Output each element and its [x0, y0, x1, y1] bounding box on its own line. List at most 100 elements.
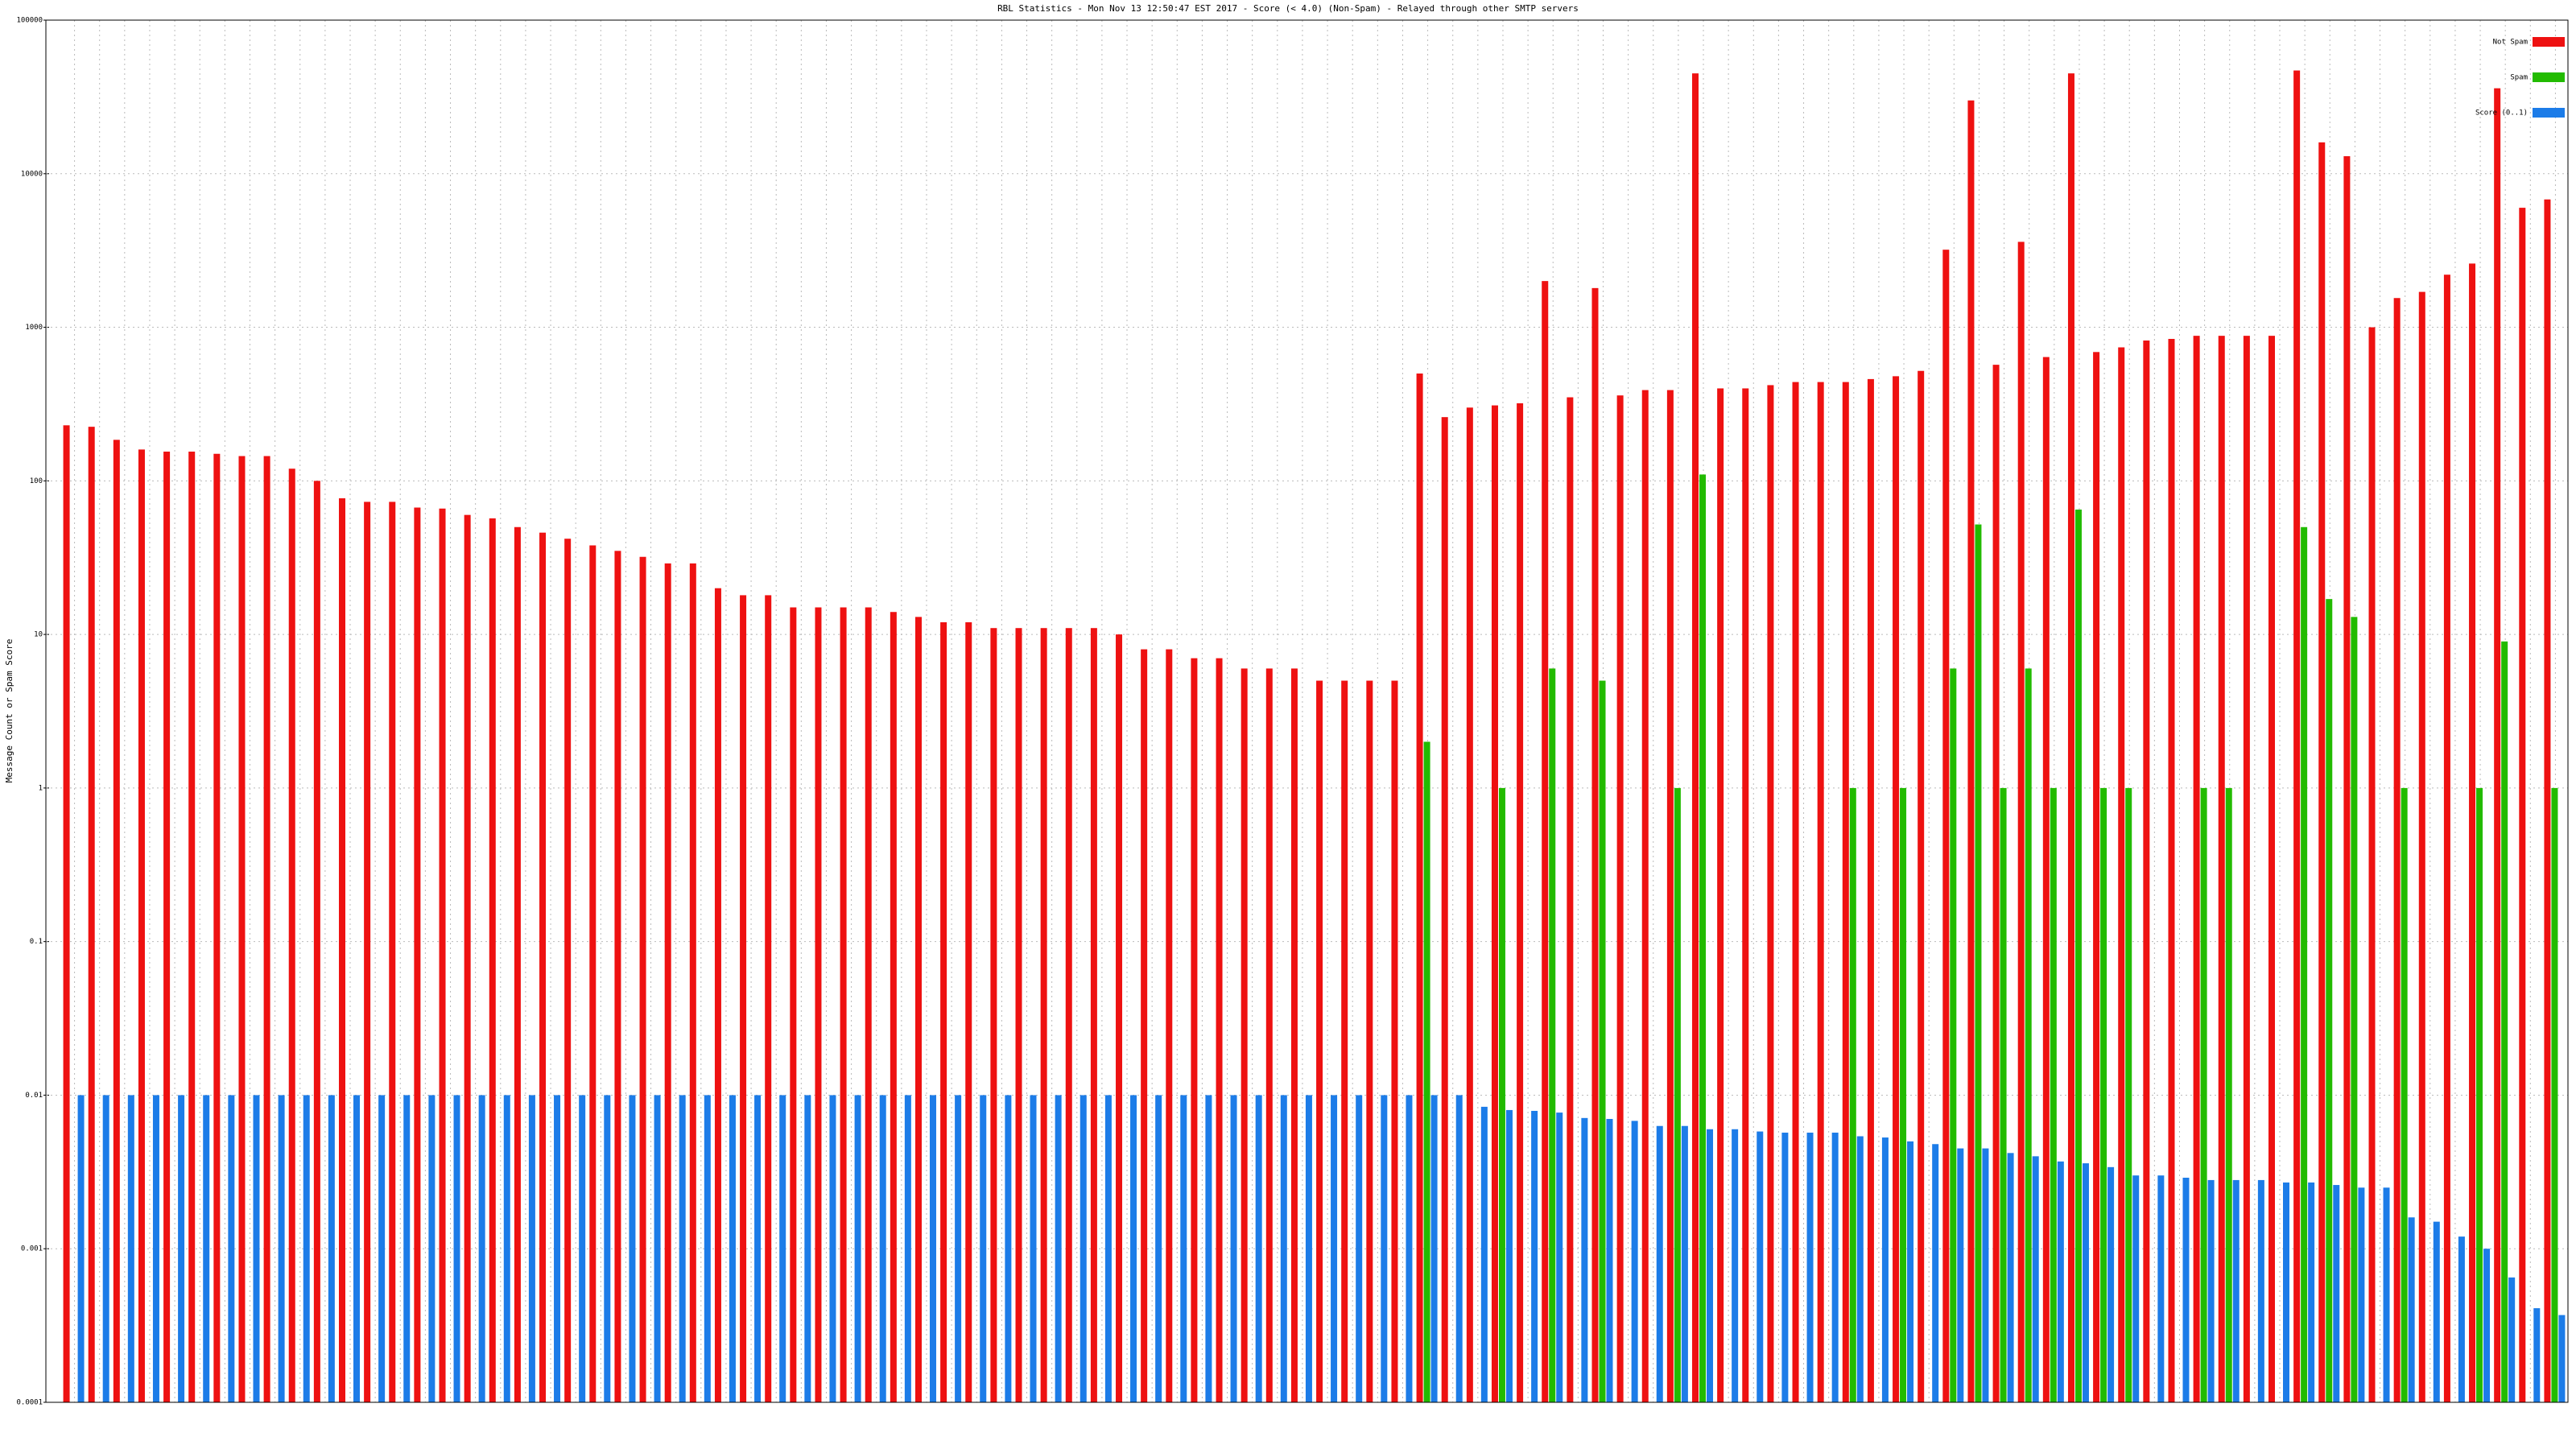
bar — [1080, 1095, 1087, 1402]
bar — [1681, 1125, 1688, 1402]
bar — [1498, 787, 1505, 1402]
bar — [2458, 1236, 2465, 1402]
bar — [2318, 142, 2326, 1403]
bar — [2501, 641, 2508, 1402]
bar — [2125, 787, 2132, 1402]
bar — [328, 1095, 335, 1402]
bar — [2257, 1179, 2264, 1402]
bar — [2025, 668, 2032, 1402]
bar — [2443, 275, 2450, 1403]
bar — [1982, 1148, 1989, 1402]
bar — [614, 551, 621, 1403]
bar — [1717, 388, 1724, 1403]
bar — [1975, 524, 1982, 1402]
bar — [2533, 1308, 2541, 1402]
legend-label: Spam — [2510, 74, 2528, 82]
bar — [1656, 1125, 1663, 1402]
y-tick-label: 1000 — [25, 324, 43, 332]
bar — [1441, 417, 1448, 1402]
bar — [790, 607, 797, 1402]
bar — [1666, 390, 1674, 1403]
bar — [288, 469, 295, 1402]
bar — [1732, 1129, 1739, 1402]
bar — [2343, 156, 2351, 1402]
bar — [914, 617, 922, 1402]
bar — [1932, 1144, 1939, 1402]
legend-label: Not Spam — [2493, 39, 2528, 47]
bar — [2157, 1175, 2165, 1402]
bar — [1967, 100, 1975, 1402]
bar — [1423, 741, 1430, 1402]
bar — [1831, 1133, 1839, 1402]
bar — [865, 607, 872, 1402]
bar — [2067, 73, 2074, 1403]
bar — [127, 1095, 134, 1402]
bar — [854, 1095, 861, 1402]
bar — [1416, 373, 1423, 1403]
bar — [2042, 357, 2050, 1402]
bar — [353, 1095, 360, 1402]
bar — [453, 1095, 460, 1402]
bar — [238, 456, 246, 1403]
bar — [1331, 1095, 1338, 1402]
bar — [840, 607, 847, 1402]
bar — [539, 532, 547, 1402]
bar — [1806, 1133, 1814, 1402]
bar — [1817, 382, 1824, 1402]
bar — [278, 1095, 285, 1402]
bar — [2143, 340, 2150, 1403]
bar — [2283, 1182, 2290, 1402]
bar — [2168, 339, 2175, 1403]
bar — [639, 556, 646, 1402]
y-tick-label: 0.001 — [21, 1245, 43, 1253]
bar — [178, 1095, 185, 1402]
bar — [1391, 680, 1398, 1402]
bar — [2200, 787, 2207, 1402]
bar — [528, 1095, 535, 1402]
bar — [2408, 1217, 2415, 1402]
bar — [2057, 1161, 2064, 1402]
bar — [1531, 1110, 1538, 1402]
bar — [1881, 1137, 1889, 1402]
bar — [63, 425, 70, 1402]
bar — [564, 539, 572, 1402]
bar — [1290, 668, 1298, 1402]
bar — [2118, 347, 2125, 1403]
bar — [2132, 1175, 2140, 1402]
y-tick-label: 0.1 — [30, 938, 43, 946]
bar — [113, 440, 120, 1402]
bar — [1040, 628, 1047, 1402]
bar — [2100, 787, 2107, 1402]
bar — [1406, 1095, 1413, 1402]
bar — [188, 452, 196, 1403]
bar — [1130, 1095, 1137, 1402]
bar — [1792, 382, 1799, 1402]
bar — [1950, 668, 1957, 1402]
bar — [1341, 680, 1348, 1402]
bar — [1505, 1109, 1513, 1402]
bar — [1992, 365, 2000, 1403]
bar — [2358, 1187, 2365, 1402]
bar — [2017, 242, 2025, 1402]
bar — [2383, 1187, 2390, 1402]
bar — [1767, 385, 1774, 1403]
bar — [1900, 787, 1907, 1402]
bar — [1674, 787, 1681, 1402]
bar — [1842, 382, 1849, 1402]
bar — [2301, 526, 2308, 1402]
bar — [729, 1095, 736, 1402]
y-tick-label: 0.0001 — [16, 1399, 43, 1407]
bar — [829, 1095, 836, 1402]
bar — [754, 1095, 762, 1402]
bar — [1491, 405, 1498, 1403]
bar — [679, 1095, 686, 1402]
bar — [2293, 70, 2301, 1403]
bar — [253, 1095, 260, 1402]
bar — [1205, 1095, 1212, 1402]
bar — [1849, 787, 1856, 1402]
bar — [2368, 327, 2376, 1402]
bar — [2032, 1156, 2039, 1402]
y-tick-label: 0.01 — [25, 1092, 43, 1100]
bar — [1030, 1095, 1037, 1402]
